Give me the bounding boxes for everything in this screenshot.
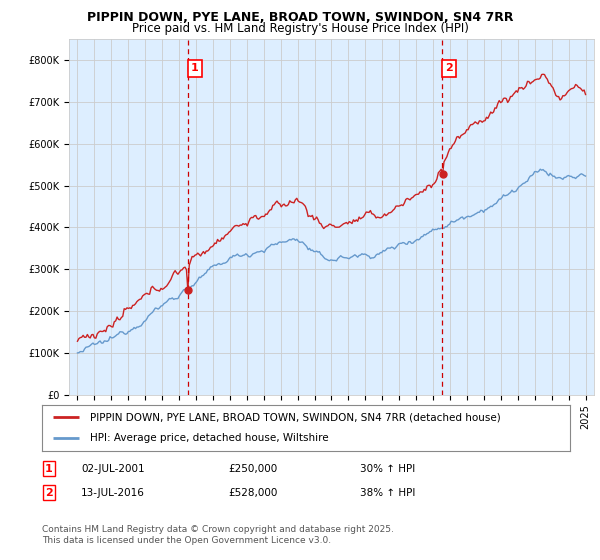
- Text: 1: 1: [45, 464, 53, 474]
- Text: PIPPIN DOWN, PYE LANE, BROAD TOWN, SWINDON, SN4 7RR: PIPPIN DOWN, PYE LANE, BROAD TOWN, SWIND…: [87, 11, 513, 24]
- Text: 2: 2: [445, 63, 453, 73]
- Text: 30% ↑ HPI: 30% ↑ HPI: [360, 464, 415, 474]
- Text: Contains HM Land Registry data © Crown copyright and database right 2025.
This d: Contains HM Land Registry data © Crown c…: [42, 525, 394, 545]
- Text: 13-JUL-2016: 13-JUL-2016: [81, 488, 145, 498]
- Text: PIPPIN DOWN, PYE LANE, BROAD TOWN, SWINDON, SN4 7RR (detached house): PIPPIN DOWN, PYE LANE, BROAD TOWN, SWIND…: [89, 412, 500, 422]
- Text: 1: 1: [191, 63, 199, 73]
- Text: £250,000: £250,000: [228, 464, 277, 474]
- Text: 2: 2: [45, 488, 53, 498]
- Text: 02-JUL-2001: 02-JUL-2001: [81, 464, 145, 474]
- Text: Price paid vs. HM Land Registry's House Price Index (HPI): Price paid vs. HM Land Registry's House …: [131, 22, 469, 35]
- Text: £528,000: £528,000: [228, 488, 277, 498]
- Text: 38% ↑ HPI: 38% ↑ HPI: [360, 488, 415, 498]
- Text: HPI: Average price, detached house, Wiltshire: HPI: Average price, detached house, Wilt…: [89, 433, 328, 444]
